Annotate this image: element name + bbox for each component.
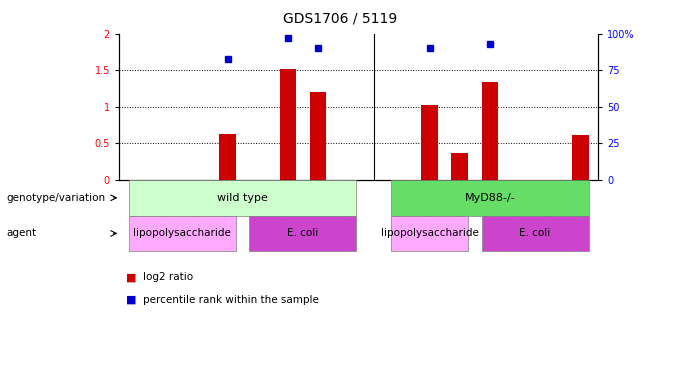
Bar bbox=[481, 82, 498, 180]
Bar bbox=[309, 92, 326, 180]
Text: ■: ■ bbox=[126, 273, 136, 282]
Text: log2 ratio: log2 ratio bbox=[143, 273, 193, 282]
Text: wild type: wild type bbox=[217, 193, 268, 203]
Text: E. coli: E. coli bbox=[520, 228, 551, 238]
Bar bbox=[422, 105, 438, 180]
Text: lipopolysaccharide: lipopolysaccharide bbox=[381, 228, 479, 238]
Bar bbox=[572, 135, 589, 180]
Text: E. coli: E. coli bbox=[287, 228, 318, 238]
Text: agent: agent bbox=[7, 228, 37, 238]
Text: GDS1706 / 5119: GDS1706 / 5119 bbox=[283, 11, 397, 25]
Text: MyD88-/-: MyD88-/- bbox=[464, 193, 515, 203]
Text: ■: ■ bbox=[126, 295, 136, 305]
Bar bbox=[279, 69, 296, 180]
Text: percentile rank within the sample: percentile rank within the sample bbox=[143, 295, 319, 305]
Text: genotype/variation: genotype/variation bbox=[7, 193, 106, 203]
Bar bbox=[219, 134, 236, 180]
Text: lipopolysaccharide: lipopolysaccharide bbox=[133, 228, 231, 238]
Bar bbox=[452, 153, 468, 180]
